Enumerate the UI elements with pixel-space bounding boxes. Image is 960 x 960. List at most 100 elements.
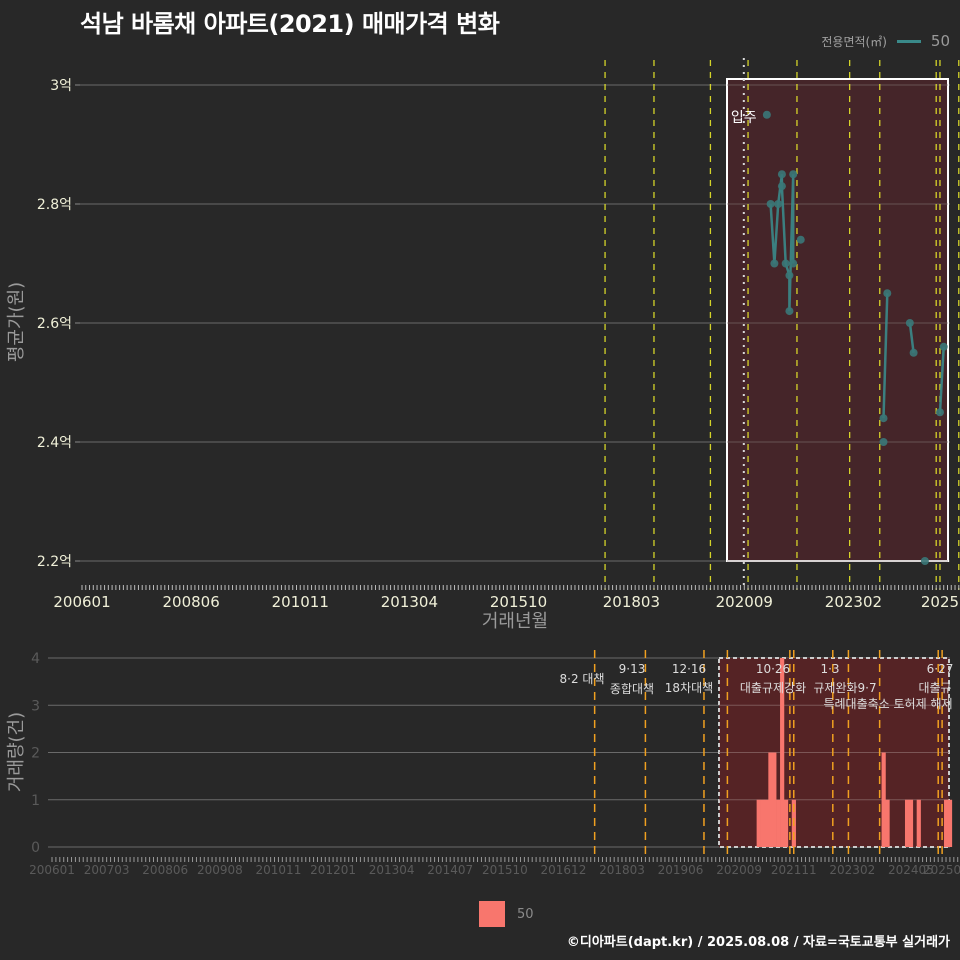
price-point	[935, 408, 944, 417]
policy-annotation: 6·27	[927, 662, 954, 676]
x-tick-label-bottom: 201510	[482, 863, 528, 877]
legend-bar-label: 50	[517, 906, 534, 922]
x-tick-label: 202009	[716, 593, 773, 611]
x-tick-label: 200601	[53, 593, 110, 611]
x-axis-title: 거래년월	[482, 611, 548, 632]
x-tick-label-bottom: 20250	[923, 863, 960, 877]
move-in-label: 입주	[731, 110, 757, 126]
policy-annotation: 9·13	[619, 662, 646, 676]
policy-annotation: 대출규제강화	[740, 681, 806, 695]
x-tick-label-bottom: 201407	[427, 863, 473, 877]
price-point	[905, 319, 914, 327]
y-tick-label-bottom: 1	[31, 793, 40, 809]
x-tick-label: 2025	[921, 593, 959, 611]
x-tick-label: 201510	[490, 593, 547, 611]
x-tick-label-bottom: 201612	[541, 863, 587, 877]
price-point	[785, 307, 794, 316]
policy-annotation: 12·16	[672, 662, 706, 676]
x-tick-label-bottom: 200601	[29, 863, 75, 877]
y-tick-label: 2.8억	[37, 197, 72, 213]
policy-annotation: 특례대출축소 토허제 해제	[823, 697, 952, 711]
highlight-box	[726, 78, 949, 562]
x-tick-label-bottom: 200703	[84, 863, 130, 877]
price-point	[777, 170, 786, 179]
policy-annotation: 10·26	[756, 662, 790, 676]
x-tick-label-bottom: 202302	[829, 863, 875, 877]
y-tick-label-bottom: 0	[31, 840, 40, 856]
volume-bar	[944, 799, 949, 847]
chart-title: 석남 바롬채 아파트(2021) 매매가격 변화	[80, 10, 500, 38]
x-tick-label-bottom: 202405	[888, 863, 934, 877]
price-line	[882, 293, 889, 419]
x-tick-label-bottom: 202111	[771, 863, 817, 877]
x-tick-label-bottom: 201011	[256, 863, 302, 877]
x-tick-label-bottom: 201906	[658, 863, 704, 877]
x-tick-label: 201011	[272, 593, 329, 611]
price-point	[766, 200, 775, 208]
x-tick-label-bottom: 202009	[716, 863, 762, 877]
legend-title: 전용면적(㎡)	[821, 34, 887, 49]
price-point	[909, 348, 918, 357]
volume-bar	[776, 799, 781, 847]
price-point	[789, 170, 798, 179]
x-tick-label: 201304	[381, 593, 438, 611]
legend-item-label: 50	[930, 32, 950, 50]
source-footer: ©디아파트(dapt.kr) / 2025.08.08 / 자료=국토교통부 실…	[566, 935, 950, 950]
legend-bar-swatch	[479, 901, 505, 927]
price-point	[879, 438, 888, 446]
volume-bar	[760, 799, 765, 847]
volume-bar	[947, 799, 953, 847]
price-point	[781, 259, 790, 268]
price-point	[879, 414, 888, 423]
y-tick-label: 2.4억	[37, 435, 72, 451]
price-point	[785, 271, 794, 280]
y-tick-label: 3억	[50, 78, 72, 94]
policy-annotation: 종합대책	[610, 681, 654, 696]
price-point	[939, 342, 948, 351]
volume-bar	[916, 799, 921, 847]
y-tick-label: 2.6억	[37, 316, 72, 332]
x-tick-label-bottom: 201201	[310, 863, 356, 877]
y-axis-title: 평균가(원)	[6, 282, 27, 362]
policy-annotation: 대출규	[918, 681, 951, 695]
price-line	[908, 322, 915, 353]
price-point	[762, 110, 771, 119]
volume-bar	[908, 799, 914, 847]
legend-line-swatch	[896, 39, 921, 43]
x-tick-label-bottom: 201304	[369, 863, 415, 877]
volume-bar	[756, 799, 761, 847]
legend-bottom: 50	[479, 901, 534, 927]
policy-annotation: 8·2 대책	[560, 671, 605, 686]
x-tick-label: 201803	[603, 593, 660, 611]
y-tick-label-bottom: 3	[31, 698, 40, 714]
volume-bar	[885, 799, 890, 847]
volume-bar	[783, 799, 789, 847]
policy-annotation: 18차대책	[665, 680, 713, 695]
price-line	[938, 346, 945, 413]
volume-bar	[881, 752, 886, 847]
price-point	[796, 235, 805, 244]
x-tick-label-bottom: 201803	[599, 863, 645, 877]
y-tick-label-bottom: 2	[31, 746, 40, 762]
volume-bar	[772, 752, 777, 847]
policy-annotation: 1·3	[820, 662, 839, 676]
price-point	[883, 289, 892, 298]
volume-bar	[768, 752, 773, 847]
price-point	[774, 200, 783, 208]
x-tick-label: 202302	[825, 593, 882, 611]
y-tick-label: 2.2억	[37, 554, 72, 570]
x-tick-label: 200806	[162, 593, 219, 611]
price-line	[769, 174, 795, 312]
price-point	[920, 557, 929, 565]
volume-bar	[764, 799, 769, 847]
price-point	[777, 182, 786, 191]
legend-top: 전용면적(㎡) 50	[821, 32, 950, 50]
price-point	[789, 259, 798, 268]
volume-bar	[904, 799, 910, 847]
y-tick-label-bottom: 4	[31, 651, 40, 667]
y-axis-title-bottom: 거래량(건)	[6, 712, 27, 792]
price-point	[770, 259, 779, 268]
x-tick-label-bottom: 200806	[142, 863, 188, 877]
volume-bar	[780, 658, 785, 847]
